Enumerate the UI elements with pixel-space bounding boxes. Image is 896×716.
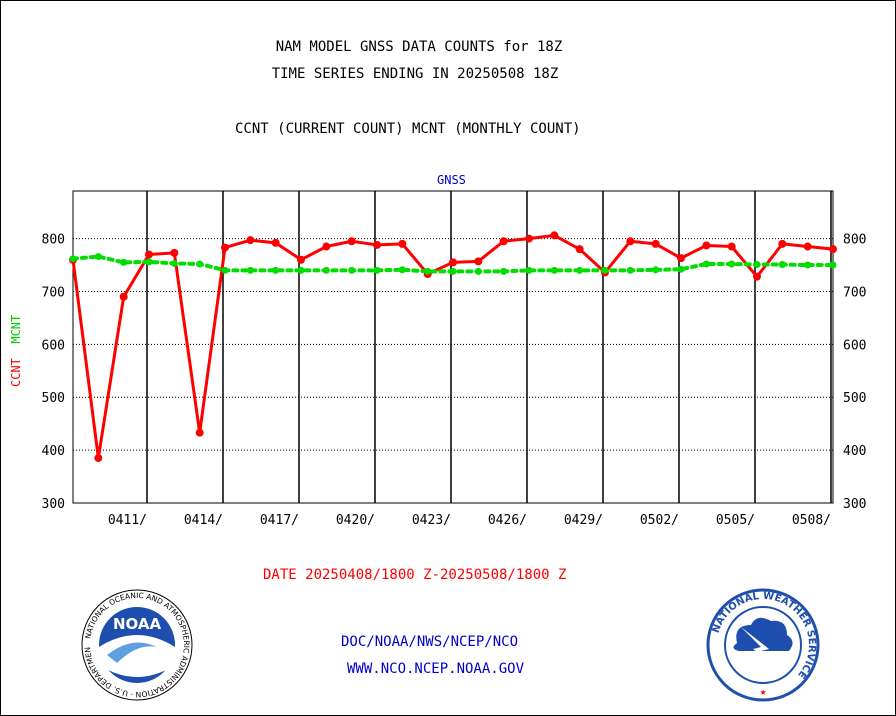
data-point-mcnt	[398, 266, 406, 274]
data-point-ccnt	[829, 245, 837, 254]
data-point-mcnt	[373, 266, 381, 274]
data-point-ccnt	[271, 238, 280, 247]
noaa-logo: NOAA NATIONAL OCEANIC AND ATMOSPHERIC AD…	[77, 585, 193, 701]
y-tick-label-left: 300	[42, 497, 65, 512]
data-point-mcnt	[804, 261, 812, 269]
data-point-ccnt	[803, 242, 812, 251]
y-tick-label-right: 700	[843, 285, 866, 300]
data-point-mcnt	[322, 266, 330, 274]
data-point-ccnt	[449, 258, 457, 267]
noaa-logo-text: NOAA	[113, 615, 162, 633]
data-point-ccnt	[575, 245, 584, 254]
x-tick-label: 0505/	[716, 513, 755, 528]
data-point-mcnt	[474, 267, 482, 275]
data-point-mcnt	[449, 267, 457, 275]
data-point-ccnt	[550, 231, 559, 240]
x-tick-label: 0414/	[184, 513, 223, 528]
data-point-mcnt	[702, 260, 710, 268]
data-point-ccnt	[626, 237, 635, 246]
data-point-ccnt	[145, 250, 153, 259]
chart-subtitle: CCNT (CURRENT COUNT) MCNT (MONTHLY COUNT…	[235, 121, 581, 137]
nws-star-icon: ★	[760, 685, 767, 698]
data-point-ccnt	[778, 239, 787, 248]
data-point-mcnt	[728, 260, 736, 268]
data-point-mcnt	[424, 267, 432, 275]
data-point-mcnt	[196, 260, 204, 268]
x-tick-label: 0420/	[336, 513, 375, 528]
y-tick-label-right: 500	[843, 391, 866, 406]
credit-line1: DOC/NOAA/NWS/NCEP/NCO	[341, 634, 519, 650]
data-point-mcnt	[601, 266, 609, 274]
y-tick-label-left: 600	[42, 338, 65, 353]
data-point-mcnt	[69, 255, 77, 263]
date-range: DATE 20250408/1800 Z-20250508/1800 Z	[263, 567, 567, 583]
chart-title-line1: NAM MODEL GNSS DATA COUNTS for 18Z	[275, 39, 563, 55]
y-tick-label-left: 400	[42, 444, 65, 459]
data-point-mcnt	[576, 266, 584, 274]
data-point-mcnt	[677, 265, 685, 273]
data-point-ccnt	[195, 428, 204, 437]
data-point-ccnt	[119, 292, 128, 301]
panel-label: GNSS	[437, 173, 466, 187]
data-point-ccnt	[525, 234, 533, 243]
data-point-ccnt	[322, 242, 331, 251]
data-point-ccnt	[297, 255, 305, 264]
data-point-ccnt	[677, 254, 685, 263]
data-point-ccnt	[94, 454, 103, 463]
y-tick-label-right: 800	[843, 233, 866, 248]
data-point-ccnt	[651, 239, 660, 248]
x-tick-label: 0429/	[564, 513, 603, 528]
data-point-mcnt	[94, 253, 102, 261]
data-point-mcnt	[829, 261, 837, 269]
plot-border	[72, 190, 834, 504]
data-point-mcnt	[525, 266, 533, 274]
data-point-mcnt	[145, 258, 153, 266]
data-point-mcnt	[297, 266, 305, 274]
x-tick-label: 0508/	[792, 513, 831, 528]
data-point-mcnt	[348, 266, 356, 274]
data-point-mcnt	[778, 261, 786, 269]
data-point-ccnt	[499, 237, 508, 246]
nws-logo: NATIONAL WEATHER SERVICE ★	[706, 588, 820, 702]
data-point-mcnt	[550, 266, 558, 274]
data-point-mcnt	[272, 266, 280, 274]
data-point-ccnt	[246, 236, 255, 245]
data-point-mcnt	[626, 266, 634, 274]
data-point-mcnt	[246, 266, 254, 274]
x-tick-label: 0502/	[640, 513, 679, 528]
data-point-mcnt	[221, 266, 229, 274]
data-point-mcnt	[170, 259, 178, 267]
x-tick-label: 0423/	[412, 513, 451, 528]
data-point-ccnt	[373, 240, 381, 249]
data-point-ccnt	[347, 237, 356, 246]
chart-plot: 300 300 400 400 500 500 600 600 700 700 800 800 0411…	[42, 190, 866, 528]
data-point-ccnt	[221, 243, 229, 252]
data-point-ccnt	[170, 248, 179, 257]
data-point-mcnt	[753, 261, 761, 269]
data-point-ccnt	[474, 257, 483, 266]
data-point-mcnt	[500, 267, 508, 275]
y-tick-label-right: 400	[843, 444, 866, 459]
y-tick-label-right: 300	[843, 497, 866, 512]
data-point-mcnt	[652, 266, 660, 274]
data-point-ccnt	[727, 242, 736, 251]
x-tick-label: 0411/	[108, 513, 147, 528]
data-point-ccnt	[753, 272, 761, 281]
chart-title-line2: TIME SERIES ENDING IN 20250508 18Z	[271, 66, 559, 82]
data-point-mcnt	[120, 258, 128, 266]
credit-line2: WWW.NCO.NCEP.NOAA.GOV	[347, 661, 525, 677]
data-point-ccnt	[398, 239, 407, 248]
y-tick-label-left: 800	[42, 233, 65, 248]
data-point-ccnt	[702, 241, 711, 250]
y-tick-label-left: 700	[42, 285, 65, 300]
y-tick-label-left: 500	[42, 391, 65, 406]
y-tick-label-right: 600	[843, 338, 866, 353]
x-tick-label: 0417/	[260, 513, 299, 528]
x-tick-label: 0426/	[488, 513, 527, 528]
